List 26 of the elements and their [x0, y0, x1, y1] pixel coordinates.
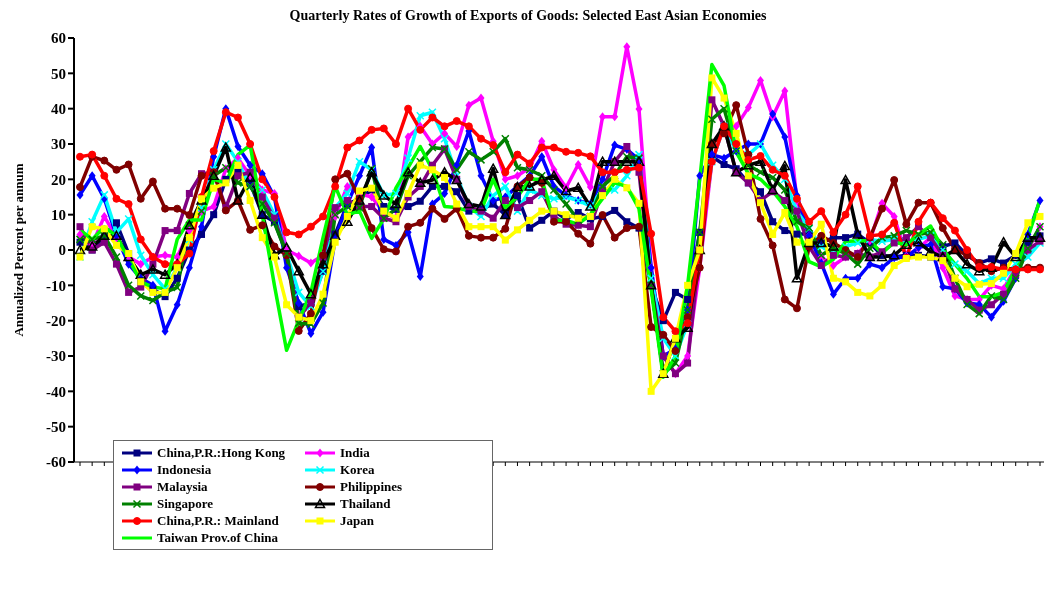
y-tick-label: 30: [51, 136, 66, 153]
y-tick-label: -60: [46, 454, 66, 471]
y-tick-label: -30: [46, 348, 66, 365]
y-tick-label: -40: [46, 383, 66, 400]
legend-label: Japan: [340, 512, 374, 529]
y-tick-label: -10: [46, 277, 66, 294]
legend-label: China,P.R.:Hong Kong: [157, 444, 286, 461]
legend-label: Singapore: [157, 495, 214, 512]
y-tick-label: -50: [46, 418, 66, 435]
legend-label: Philippines: [340, 478, 403, 495]
legend-label: Thailand: [340, 495, 391, 512]
legend-label: Korea: [340, 461, 375, 478]
legend-label: India: [340, 444, 370, 461]
y-tick-label: 0: [58, 242, 66, 259]
legend-label: Taiwan Prov.of China: [157, 529, 279, 546]
y-tick-label: -20: [46, 312, 66, 329]
y-tick-label: 50: [51, 65, 66, 82]
y-tick-label: 20: [51, 171, 66, 188]
y-axis-title: Annualized Percent per annum: [10, 163, 26, 337]
y-tick-label: 40: [51, 100, 66, 117]
legend-label: China,P.R.: Mainland: [157, 512, 279, 529]
legend-label: Indonesia: [157, 461, 212, 478]
y-tick-label: 60: [51, 30, 66, 47]
legend-label: Malaysia: [157, 478, 208, 495]
y-tick-label: 10: [51, 206, 66, 223]
chart-title: Quarterly Rates of Growth of Exports of Goods: Selected East Asian Economies: [288, 8, 768, 25]
